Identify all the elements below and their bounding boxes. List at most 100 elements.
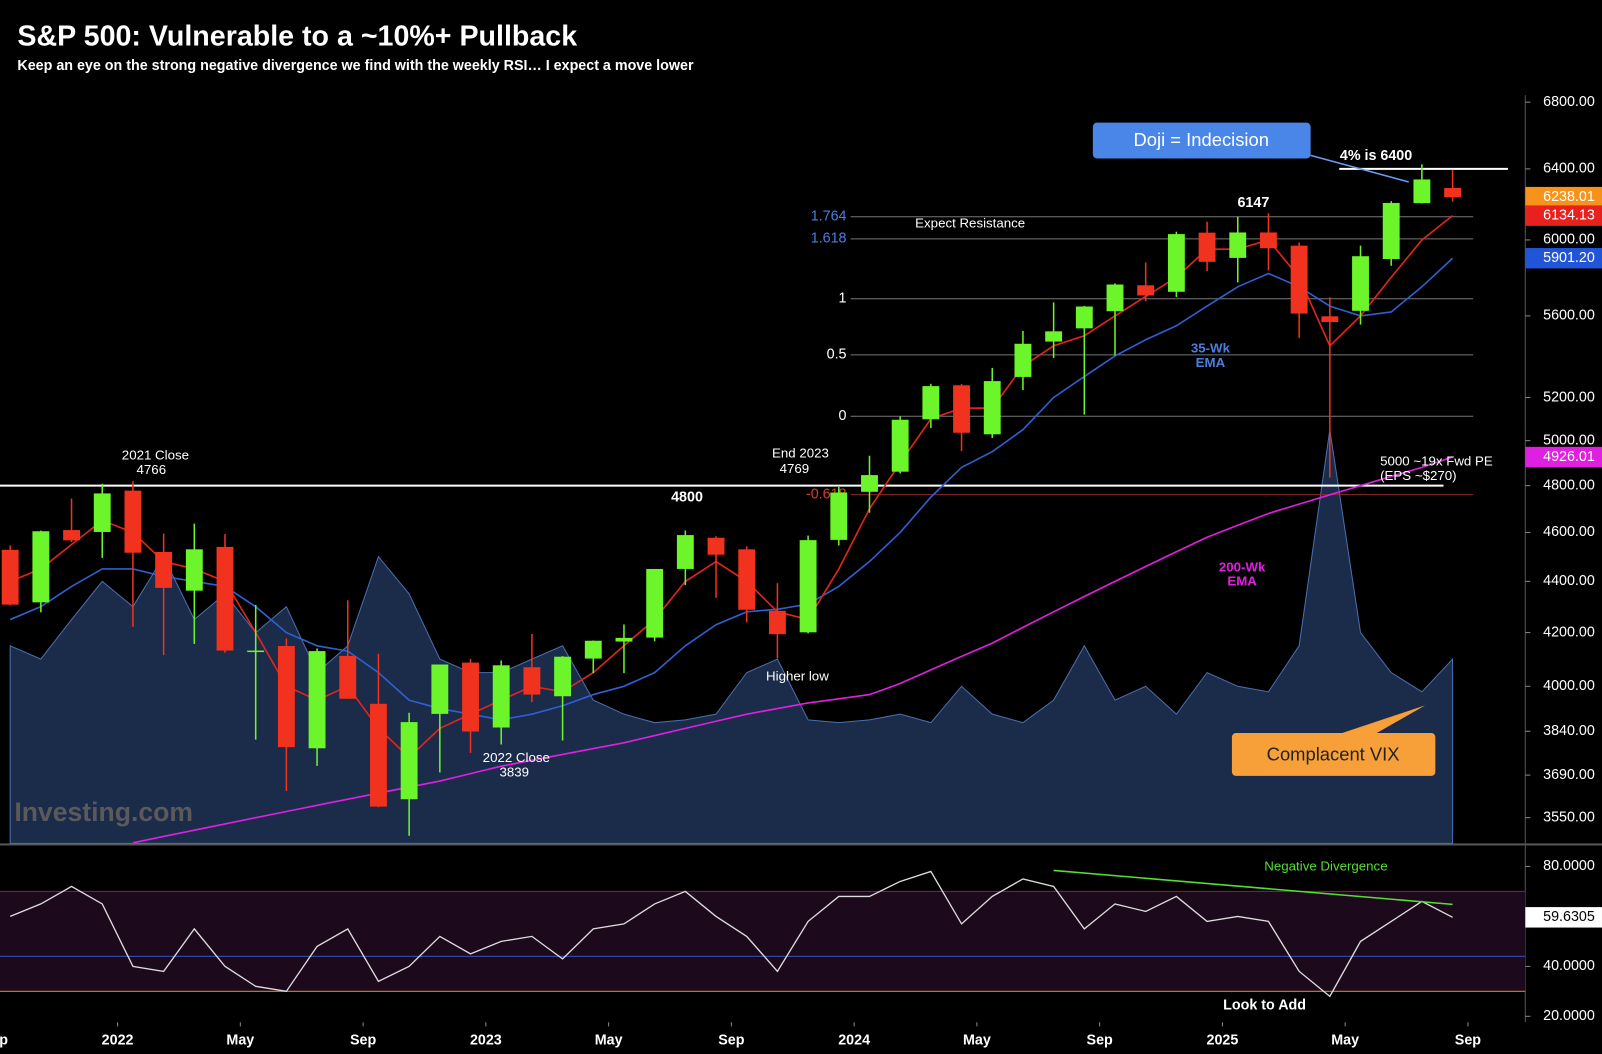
x-tick-label: 2024: [838, 1032, 870, 1048]
x-tick-label: May: [595, 1032, 623, 1048]
chart-subtitle: Keep an eye on the strong negative diver…: [17, 58, 694, 74]
callout-box: [1231, 732, 1436, 776]
candle-body: [676, 535, 694, 569]
x-tick-label: May: [963, 1032, 991, 1048]
candle-body: [830, 492, 848, 540]
candle-body: [1045, 331, 1063, 342]
y-tick-label: 4400.00: [1543, 573, 1595, 589]
moving-average: [9, 257, 1454, 721]
x-tick-label: 2023: [470, 1032, 502, 1048]
callout-box: [1092, 122, 1311, 159]
y-tick-label: 5200.00: [1543, 389, 1595, 405]
candle-body: [32, 531, 50, 603]
annotation: 3839: [499, 764, 529, 779]
candle-body: [1198, 232, 1216, 262]
candle-body: [492, 665, 510, 728]
y-tick-label: 6400.00: [1543, 161, 1595, 177]
series-label: 200-Wk EMA: [1219, 559, 1266, 588]
price-label: 6134.13: [1543, 207, 1595, 223]
candle-body: [799, 540, 817, 633]
candle-body: [1382, 202, 1400, 260]
price-label: 4926.01: [1543, 449, 1595, 465]
callout-pointer: [1310, 154, 1409, 183]
annotation: End 2023: [772, 445, 829, 460]
candle-body: [1137, 285, 1155, 296]
fib-label: 0.5: [827, 347, 847, 363]
y-tick-label: 4600.00: [1543, 524, 1595, 540]
candle-body: [1229, 232, 1247, 258]
x-tick-label: May: [1331, 1032, 1359, 1048]
annotation: 4769: [780, 461, 810, 476]
series-label: 35-Wk EMA: [1191, 340, 1231, 369]
candle-body: [308, 651, 326, 749]
candle-body: [953, 385, 970, 433]
candle-body: [63, 530, 80, 541]
candle-body: [922, 386, 940, 420]
price-label-box: [1525, 186, 1602, 208]
price-label: 6238.01: [1543, 189, 1595, 205]
annotation: Higher low: [766, 668, 829, 683]
candle-body: [216, 546, 234, 651]
candle-body: [1014, 343, 1032, 377]
candle-body: [1, 549, 19, 605]
x-tick-label: Sep: [1087, 1032, 1113, 1048]
candle-body: [1075, 306, 1093, 329]
x-tick-label: May: [226, 1032, 254, 1048]
y-tick-label: 4800.00: [1543, 477, 1595, 493]
rsi-line: [9, 870, 1453, 998]
rsi-band: [0, 891, 1526, 992]
candle-body: [185, 549, 203, 591]
plot-layer: 3550.00 3690.00 3840.00 4000.00 4200.00 4400.…: [0, 94, 1602, 1048]
candle-body: [1444, 187, 1462, 198]
x-tick-label: 2025: [1207, 1032, 1239, 1048]
candle-body: [891, 419, 909, 472]
candle-body: [584, 640, 602, 659]
candle-body: [707, 537, 725, 555]
price-label: 5901.20: [1543, 250, 1595, 266]
candle-body: [615, 637, 633, 642]
candle-body: [738, 549, 756, 610]
y-tick-label: 40.0000: [1543, 958, 1595, 974]
last-value-label: 59.6305: [1543, 909, 1595, 925]
price-label-box: [1525, 205, 1602, 226]
y-tick-label: 80.0000: [1543, 858, 1595, 874]
candle-body: [554, 656, 572, 697]
annotation: Negative Divergence: [1264, 858, 1387, 873]
x-tick-label: Sep: [0, 1032, 8, 1048]
y-tick-label: 6000.00: [1543, 232, 1595, 248]
candle-body: [124, 490, 142, 553]
annotation: 4800: [671, 490, 703, 506]
annotation: 4% is 6400: [1340, 148, 1412, 164]
divergence-line: [1053, 869, 1453, 906]
fib-label: 1.618: [811, 231, 847, 247]
candle-body: [339, 655, 357, 699]
candle-body: [768, 610, 786, 635]
candle-body: [1290, 245, 1308, 314]
candle-body: [1260, 232, 1277, 249]
y-tick-label: 3690.00: [1543, 767, 1595, 783]
fib-label: 0: [839, 408, 847, 424]
candle-body: [93, 493, 111, 532]
annotation: (EPS ~$270): [1380, 468, 1456, 483]
price-label-box: [1525, 248, 1602, 269]
x-tick-label: Sep: [718, 1032, 744, 1048]
candle-body: [523, 667, 541, 695]
y-tick-label: 3840.00: [1543, 723, 1595, 739]
annotation: 2021 Close: [122, 447, 189, 462]
candle-body: [861, 475, 878, 492]
y-tick-label: 4000.00: [1543, 678, 1595, 694]
candle-body: [155, 552, 173, 588]
callout-text: Complacent VIX: [1267, 743, 1400, 764]
candle-body: [462, 662, 479, 732]
last-value-box: [1525, 907, 1602, 928]
price-label-box: [1525, 446, 1602, 468]
candle-body: [431, 664, 449, 714]
candle-body: [1413, 179, 1431, 204]
candle-body: [400, 722, 418, 800]
callout-text: Doji = Indecision: [1134, 129, 1269, 150]
y-tick-label: 4200.00: [1543, 624, 1595, 640]
moving-average: [132, 456, 1453, 844]
y-tick-label: 20.0000: [1543, 1008, 1595, 1024]
